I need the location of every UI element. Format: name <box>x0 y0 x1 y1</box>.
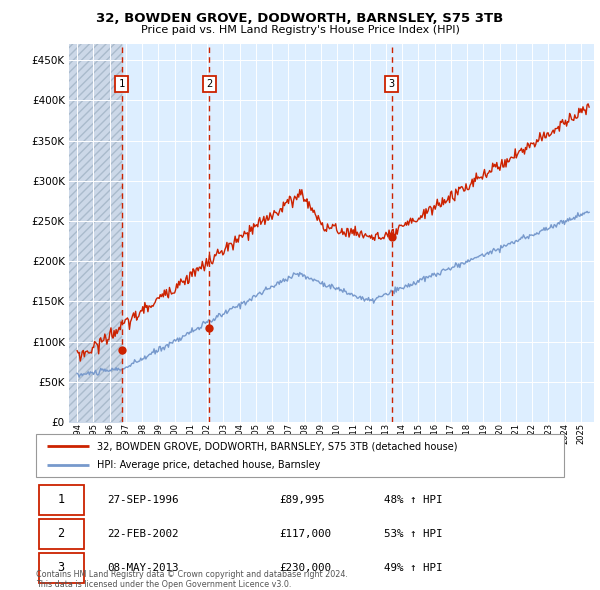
Text: 2: 2 <box>57 527 64 540</box>
FancyBboxPatch shape <box>38 519 83 549</box>
Text: Contains HM Land Registry data © Crown copyright and database right 2024.
This d: Contains HM Land Registry data © Crown c… <box>36 570 348 589</box>
Text: £230,000: £230,000 <box>279 563 331 573</box>
FancyBboxPatch shape <box>38 553 83 583</box>
Text: 32, BOWDEN GROVE, DODWORTH, BARNSLEY, S75 3TB (detached house): 32, BOWDEN GROVE, DODWORTH, BARNSLEY, S7… <box>97 441 457 451</box>
Text: 53% ↑ HPI: 53% ↑ HPI <box>385 529 443 539</box>
FancyBboxPatch shape <box>38 485 83 515</box>
Text: 08-MAY-2013: 08-MAY-2013 <box>107 563 179 573</box>
Text: 49% ↑ HPI: 49% ↑ HPI <box>385 563 443 573</box>
Text: Price paid vs. HM Land Registry's House Price Index (HPI): Price paid vs. HM Land Registry's House … <box>140 25 460 35</box>
Text: 22-FEB-2002: 22-FEB-2002 <box>107 529 179 539</box>
Text: 3: 3 <box>389 79 395 89</box>
Text: HPI: Average price, detached house, Barnsley: HPI: Average price, detached house, Barn… <box>97 460 320 470</box>
Text: 3: 3 <box>57 562 64 575</box>
Text: 32, BOWDEN GROVE, DODWORTH, BARNSLEY, S75 3TB: 32, BOWDEN GROVE, DODWORTH, BARNSLEY, S7… <box>97 12 503 25</box>
Text: £89,995: £89,995 <box>279 495 325 505</box>
FancyBboxPatch shape <box>36 434 564 477</box>
Text: £117,000: £117,000 <box>279 529 331 539</box>
Text: 2: 2 <box>206 79 212 89</box>
Text: 48% ↑ HPI: 48% ↑ HPI <box>385 495 443 505</box>
Bar <box>69 44 122 422</box>
Text: 1: 1 <box>57 493 64 506</box>
Text: 1: 1 <box>119 79 125 89</box>
Text: 27-SEP-1996: 27-SEP-1996 <box>107 495 179 505</box>
